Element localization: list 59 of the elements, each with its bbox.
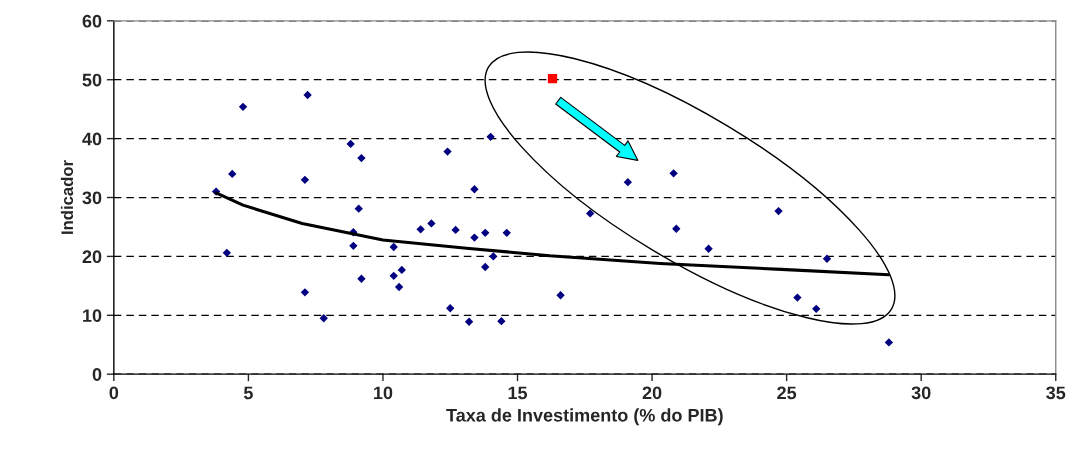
point	[774, 206, 783, 216]
point	[451, 225, 460, 235]
point	[884, 338, 894, 347]
point	[812, 304, 821, 313]
point	[300, 175, 310, 185]
point	[389, 242, 398, 252]
point	[357, 274, 366, 283]
point	[470, 233, 479, 242]
point	[238, 102, 248, 111]
x-tick-label: 10	[374, 386, 393, 400]
point	[446, 304, 455, 313]
point	[704, 244, 713, 253]
point	[319, 314, 328, 323]
point	[300, 288, 310, 297]
point	[397, 265, 406, 275]
x-tick-label: 0	[109, 386, 119, 400]
y-tick-label: 50	[82, 73, 102, 87]
y-axis-title: Indicador	[60, 160, 74, 234]
point	[481, 262, 490, 272]
point	[586, 209, 595, 218]
x-tick-label: 35	[1046, 386, 1066, 400]
point	[470, 185, 479, 194]
x-tick-label: 25	[777, 386, 797, 400]
x-tick-label: 30	[911, 386, 931, 400]
point	[822, 254, 832, 263]
point	[222, 248, 232, 258]
y-tick-label: 30	[82, 191, 102, 205]
x-axis-title: Taxa de Investimento (% do PIB)	[446, 408, 723, 426]
x-tick-label: 15	[508, 386, 528, 400]
point	[669, 169, 678, 178]
point	[228, 169, 237, 179]
point	[349, 241, 358, 250]
point	[389, 271, 398, 280]
point	[354, 204, 363, 213]
point	[346, 139, 355, 149]
point	[416, 225, 425, 234]
y-tick-label: 0	[92, 368, 102, 381]
point	[497, 317, 506, 326]
x-tick-label: 20	[642, 386, 662, 400]
point	[357, 153, 366, 163]
point	[464, 317, 474, 326]
point	[793, 293, 802, 302]
y-tick-label: 40	[82, 132, 102, 146]
point	[556, 291, 565, 300]
x-tick-label: 5	[243, 386, 253, 400]
y-tick-label: 60	[82, 14, 102, 28]
point	[427, 219, 436, 228]
point	[394, 282, 404, 292]
y-tick-label: 10	[83, 309, 102, 323]
point	[502, 228, 511, 238]
point	[672, 224, 681, 233]
point	[486, 132, 495, 142]
point	[489, 252, 498, 261]
y-tick-label: 20	[82, 250, 102, 264]
point	[481, 228, 490, 238]
point	[547, 73, 558, 84]
point	[443, 147, 452, 156]
point	[303, 90, 312, 100]
point	[623, 178, 633, 187]
